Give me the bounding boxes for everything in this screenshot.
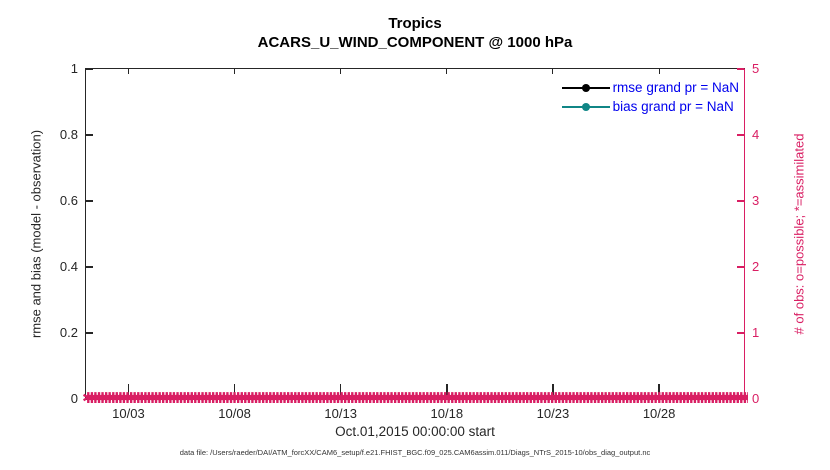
y-left-tick [86,332,93,334]
y-right-tick [737,398,744,400]
y-left-tick [86,134,93,136]
y-right-tick [737,68,744,70]
obs-asterisk-band: ✱✱✱✱✱✱✱✱✱✱✱✱✱✱✱✱✱✱✱✱✱✱✱✱✱✱✱✱✱✱✱✱✱✱✱✱✱✱✱✱… [82,391,748,406]
y-right-tick-label: 4 [752,127,760,142]
x-tick-mirror [552,69,554,74]
legend-item: rmse grand pr = NaN [561,78,739,97]
y-right-tick [737,200,744,202]
x-tick-label: 10/28 [642,406,676,421]
x-tick-label: 10/08 [218,406,251,421]
legend-filled-circle-icon [581,83,590,92]
legend: rmse grand pr = NaN bias grand pr = NaN [561,78,739,116]
legend-filled-circle-icon [581,102,590,111]
chart-title-variable: ACARS_U_WIND_COMPONENT @ 1000 hPa [257,34,573,51]
y-left-tick [86,266,93,268]
legend-line-sample [561,83,610,92]
legend-item: bias grand pr = NaN [561,97,739,116]
x-tick-mirror [340,69,342,74]
x-tick-label: 10/18 [430,406,464,421]
data-file-path-text: data file: /Users/raeder/DAI/ATM_forcXX/… [179,448,651,457]
chart-title-region: Tropics [388,15,442,32]
y-right-tick-label: 2 [752,259,760,274]
x-tick [658,384,660,399]
x-tick [233,384,236,399]
y-left-tick-label: 0.4 [59,259,78,274]
y-left-tick [86,200,93,202]
y-right-tick [737,266,744,268]
y-right-tick-label: 0 [752,391,760,406]
x-tick [552,384,554,399]
y-left-tick-label: 0 [70,391,78,406]
y-left-tick [86,398,93,400]
x-tick [127,384,130,399]
legend-item-label: rmse grand pr = NaN [612,80,739,95]
x-tick-mirror [127,69,129,74]
y-left-tick-label: 0.8 [59,127,78,142]
x-tick-mirror [234,69,236,74]
legend-item-label: bias grand pr = NaN [612,99,734,114]
y-right-tick-label: 1 [752,325,760,340]
x-axis-label: Oct.01,2015 00:00:00 start [335,424,495,439]
y-axis-right-label: # of obs: o=possible; *=assimilated [791,133,807,335]
x-tick-mirror [658,69,660,74]
legend-line-sample [561,102,610,111]
x-tick-mirror [446,69,448,74]
x-tick-label: 10/23 [536,406,570,421]
y-left-tick-label: 0.2 [59,325,78,340]
y-axis-left-label: rmse and bias (model - observation) [28,129,44,339]
y-left-tick [86,68,93,70]
chart-title-block: Tropics ACARS_U_WIND_COMPONENT @ 1000 hP… [85,14,745,52]
y-left-tick-label: 1 [70,61,78,76]
x-tick [446,384,448,399]
y-left-tick-label: 0.6 [59,193,78,208]
x-tick-label: 10/03 [112,406,145,421]
y-right-tick-label: 5 [752,61,760,76]
x-tick [339,384,342,399]
y-right-tick [737,332,744,334]
y-right-tick [737,134,744,136]
x-tick-label: 10/13 [324,406,357,421]
y-right-tick-label: 3 [752,193,760,208]
plot-area: 1 0.8 0.6 0.4 0.2 0 5 4 3 2 1 0 10/03 10/08 10/13 10/18… [60,61,759,421]
